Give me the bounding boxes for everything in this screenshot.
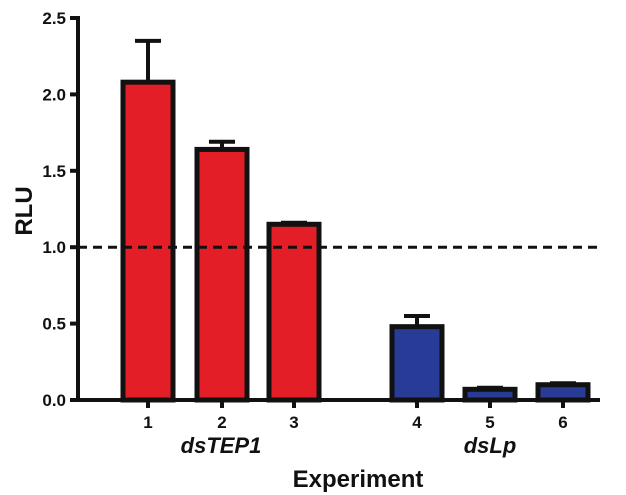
error-bar-1 [135,38,161,83]
y-tick-label: 2.0 [42,85,66,104]
y-tick-label: 0.0 [42,391,66,410]
y-tick-label: 2.5 [42,9,66,28]
y-axis-title: RLU [11,186,38,235]
error-bars [135,38,576,390]
y-tick-label: 1.0 [42,238,66,257]
y-tick-labels: 0.0 0.5 1.0 1.5 2.0 2.5 [42,9,78,410]
group-labels: dsTEP1 dsLp [181,433,517,458]
x-tick-label: 3 [289,413,298,432]
group-label: dsTEP1 [181,433,262,458]
bar-2 [194,146,250,403]
bar-3 [266,221,322,403]
bar-6 [535,382,591,403]
x-tick-label: 1 [143,413,152,432]
x-tick-label: 4 [412,413,422,432]
x-tick-label: 2 [217,413,226,432]
error-bar-2 [209,139,235,150]
axes [76,16,600,402]
x-tick-labels: 1 2 3 4 5 6 [143,400,568,432]
x-axis-title: Experiment [293,466,424,493]
error-bar-4 [404,313,430,327]
bar-1 [120,79,176,403]
bars [120,79,591,403]
y-tick-label: 0.5 [42,315,66,334]
x-tick-label: 6 [558,413,567,432]
x-tick-label: 5 [485,413,494,432]
group-label: dsLp [464,433,517,458]
y-tick-label: 1.5 [42,162,66,181]
error-bar-6 [550,381,576,386]
error-bar-5 [477,385,503,390]
error-bar-3 [281,220,307,225]
bar-4 [389,324,445,403]
